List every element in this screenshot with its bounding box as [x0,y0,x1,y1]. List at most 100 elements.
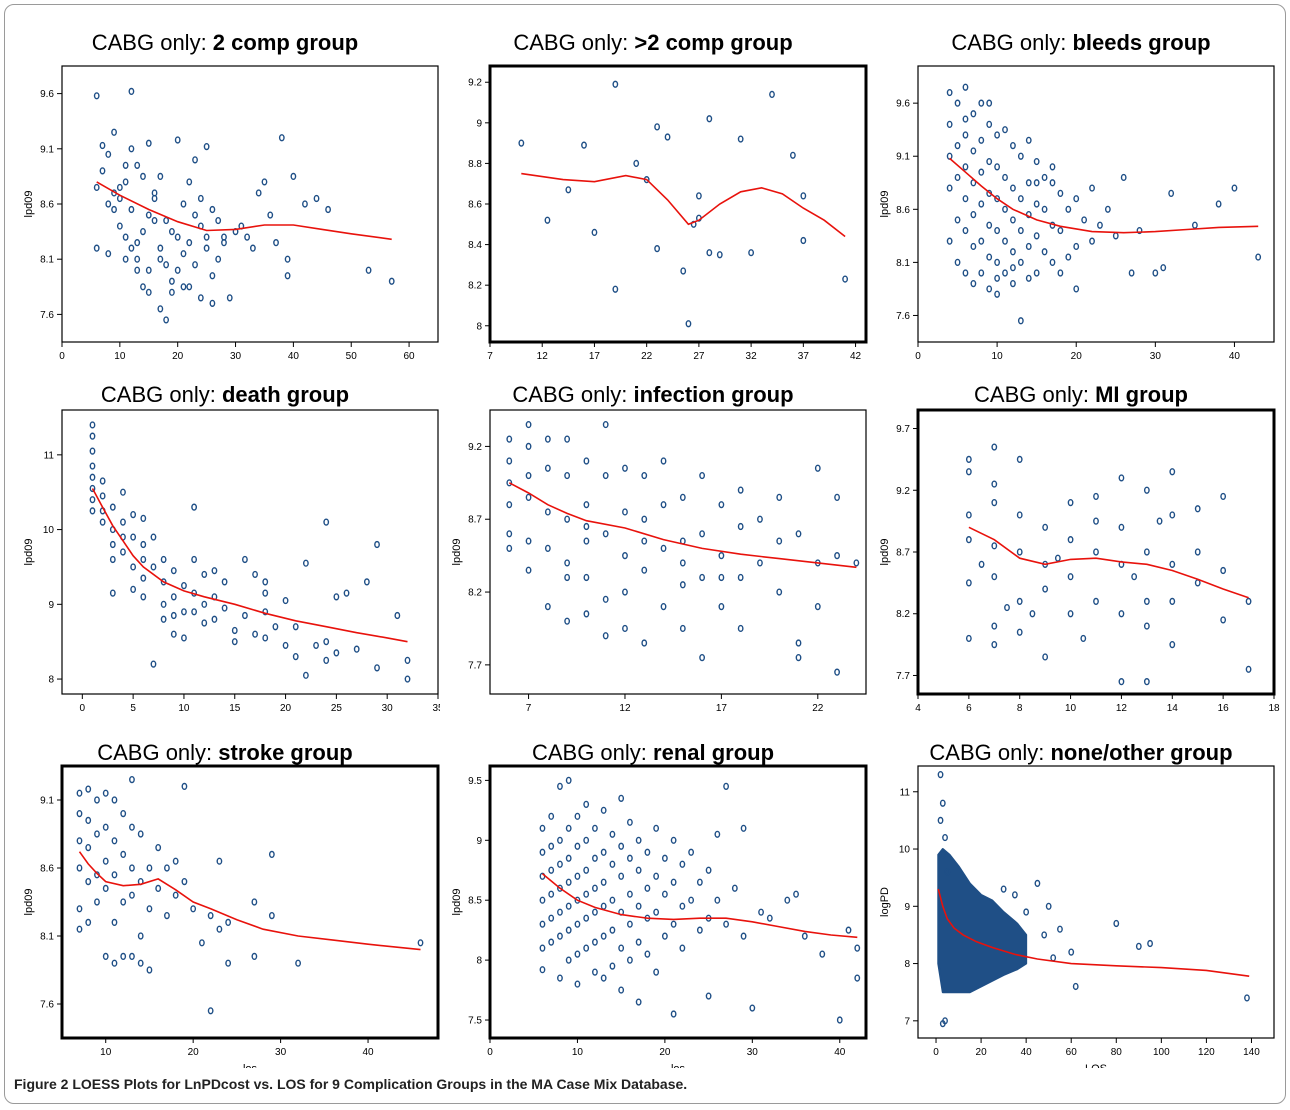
x-tick-label: 37 [798,351,810,362]
data-point [525,566,532,574]
data-point [946,237,953,245]
data-point [201,570,208,579]
x-tick-label: 10 [114,351,126,362]
data-point [244,233,251,241]
data-point [99,492,106,500]
panel-bleeds-group: CABG only: bleeds group 0 10 20 30 40 7.6 8.1 8… [866,28,1290,393]
data-point [962,226,969,235]
data-point [174,266,181,274]
data-point [226,294,233,302]
data-point [164,912,170,920]
data-point [170,567,177,575]
data-point [191,608,198,616]
data-point [653,824,660,832]
data-point [705,992,712,1000]
data-point [145,288,152,296]
loess-curve [521,172,846,238]
x-tick-label: 10 [100,1047,112,1058]
data-point [1067,536,1074,544]
data-point [203,244,210,252]
data-point [1010,264,1016,272]
x-tick-label: 60 [404,351,416,362]
scatter-plot: 0 5 10 15 20 25 30 35 8 9 10 11 los lpd09 [23,409,440,720]
data-point [991,499,998,507]
data-point [1057,226,1064,235]
loess-curve [949,157,1259,234]
data-point [140,514,147,522]
data-point [1023,908,1030,916]
data-point [207,1007,214,1015]
data-point [1143,622,1150,630]
title-prefix: CABG only: [531,740,654,765]
data-point [679,860,686,868]
data-point [954,173,961,182]
loess-curve [968,526,1249,599]
data-point [991,622,998,630]
title-prefix: CABG only: [512,382,634,407]
data-point [292,623,299,631]
x-tick-label: 0 [487,1047,493,1058]
y-axis-label: lpd09 [451,889,463,916]
data-point [583,537,590,545]
data-point [539,848,546,856]
data-point [574,812,581,820]
data-point [986,99,993,107]
x-axis-label: los [671,1063,686,1068]
data-point [111,837,118,845]
data-point [574,842,581,850]
x-tick-label: 35 [432,703,440,714]
data-point [163,316,170,324]
data-point [284,272,291,280]
data-point [539,896,546,904]
data-point [160,555,167,564]
data-point [937,770,944,779]
data-point [120,488,126,496]
panel-title: CABG only: bleeds group [866,30,1290,56]
data-point [592,854,598,862]
y-tick-label: 8 [476,956,482,967]
plot-frame [61,409,439,695]
x-tick-label: 42 [850,351,862,362]
data-point [612,80,619,88]
data-point [1128,269,1135,277]
title-group: stroke group [218,740,353,765]
x-tick-label: 17 [589,351,601,362]
data-point [962,269,969,277]
data-point [93,92,100,100]
data-point [186,239,193,247]
y-tick-label: 9 [476,118,482,129]
data-point [618,986,625,994]
data-point [221,578,228,586]
data-point [986,157,993,166]
panel-title: CABG only: renal group [438,740,868,766]
data-point [740,824,747,832]
data-point [978,269,985,277]
data-point [251,898,258,906]
data-point [93,183,100,192]
data-point [186,283,193,291]
data-point [1118,610,1125,618]
data-point [216,925,223,933]
data-point [525,442,532,451]
data-point [653,968,660,976]
panel-renal-group: CABG only: renal group 0 10 20 30 40 7.5 8 8.5 9… [438,738,868,1103]
data-point [268,850,275,859]
panel-title: CABG only: stroke group [10,740,440,766]
data-point [970,110,977,118]
data-point [363,578,370,586]
data-point [565,776,572,784]
data-point [661,854,668,862]
title-group: MI group [1095,382,1188,407]
data-point [89,462,96,470]
data-point [946,88,953,97]
data-point [272,623,279,631]
x-tick-label: 15 [229,703,241,714]
data-point [1067,573,1074,581]
data-point [1010,142,1016,150]
data-point [1067,610,1074,618]
data-point [343,589,350,597]
title-group: renal group [653,740,775,765]
data-point [574,896,581,904]
data-point [834,552,840,560]
data-point [845,926,852,934]
